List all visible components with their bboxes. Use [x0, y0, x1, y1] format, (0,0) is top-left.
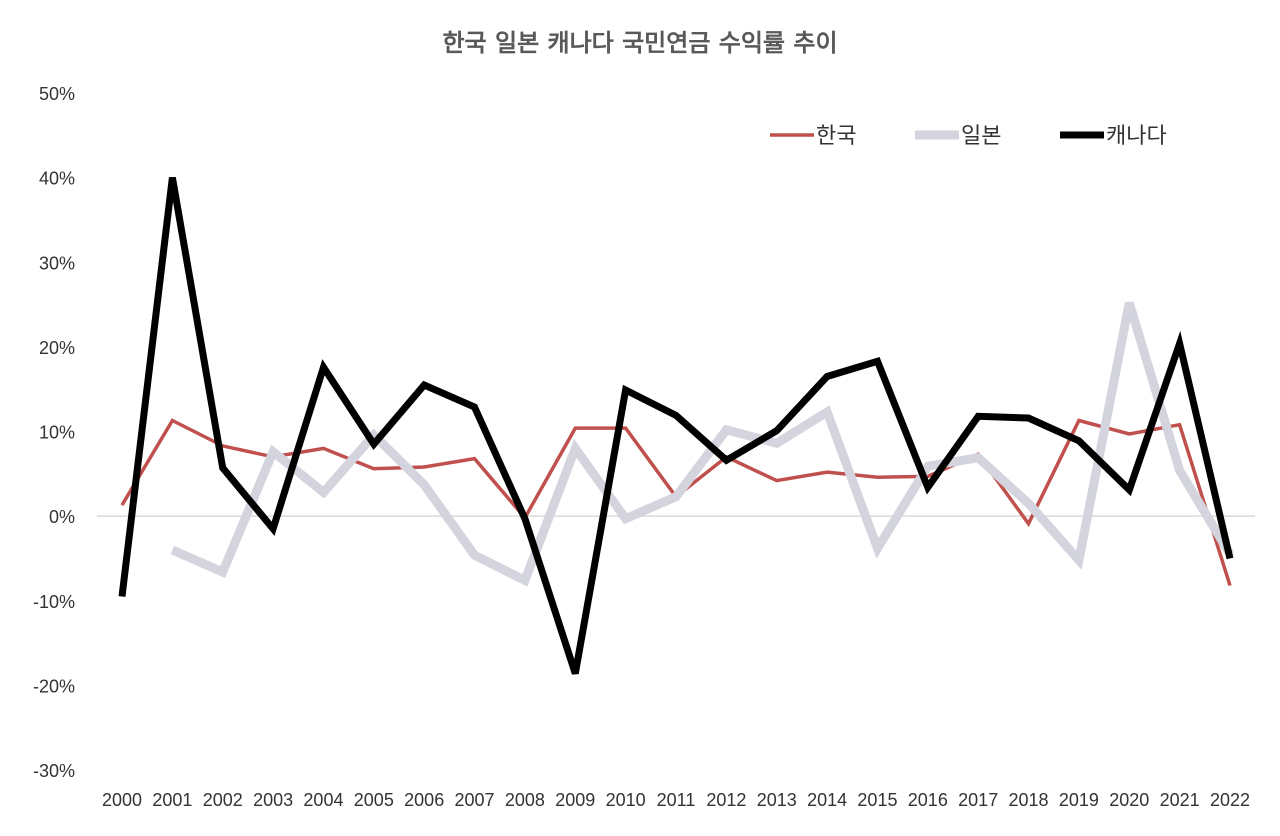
- x-tick-label: 2010: [606, 790, 646, 810]
- x-tick-label: 2015: [857, 790, 897, 810]
- y-tick-label: -20%: [33, 676, 75, 696]
- y-tick-label: 40%: [39, 169, 75, 189]
- x-tick-label: 2002: [203, 790, 243, 810]
- x-tick-label: 2022: [1210, 790, 1250, 810]
- x-axis-ticks: 2000 2001 2002 2003 2004 2005 2006 2007 2008 2009…: [102, 790, 1250, 810]
- x-tick-label: 2021: [1160, 790, 1200, 810]
- legend-label: 한국: [816, 124, 856, 149]
- chart-title: 한국 일본 캐나다 국민연금 수익률 추이: [442, 29, 837, 57]
- x-tick-label: 2017: [958, 790, 998, 810]
- x-tick-label: 2009: [555, 790, 595, 810]
- x-tick-label: 2018: [1009, 790, 1049, 810]
- legend-label: 캐나다: [1106, 124, 1167, 149]
- x-tick-label: 2020: [1109, 790, 1149, 810]
- legend: 한국 일본 캐나다: [770, 124, 1167, 149]
- x-tick-label: 2013: [757, 790, 797, 810]
- series-lines: [118, 177, 1234, 675]
- y-tick-label: 0%: [49, 507, 75, 527]
- series-line-2: [170, 301, 1234, 587]
- x-tick-label: 2019: [1059, 790, 1099, 810]
- legend-label: 일본: [961, 124, 1001, 149]
- x-tick-label: 2007: [455, 790, 495, 810]
- x-tick-label: 2008: [505, 790, 545, 810]
- series-line-3: [118, 177, 1234, 675]
- y-tick-label: 50%: [39, 84, 75, 104]
- y-tick-label: 30%: [39, 253, 75, 273]
- x-tick-label: 2012: [706, 790, 746, 810]
- x-tick-label: 2001: [152, 790, 192, 810]
- y-tick-label: 10%: [39, 423, 75, 443]
- x-tick-label: 2003: [253, 790, 293, 810]
- x-tick-label: 2011: [657, 790, 696, 810]
- y-axis-ticks: 50% 40% 30% 20% 10% 0% -10% -20% -30%: [33, 84, 75, 781]
- y-tick-label: 20%: [39, 338, 75, 358]
- y-tick-label: -10%: [33, 592, 75, 612]
- x-tick-label: 2000: [102, 790, 142, 810]
- x-tick-label: 2006: [404, 790, 444, 810]
- x-tick-label: 2005: [354, 790, 394, 810]
- x-tick-label: 2014: [807, 790, 847, 810]
- x-tick-label: 2004: [303, 790, 343, 810]
- y-tick-label: -30%: [33, 761, 75, 781]
- x-tick-label: 2016: [908, 790, 948, 810]
